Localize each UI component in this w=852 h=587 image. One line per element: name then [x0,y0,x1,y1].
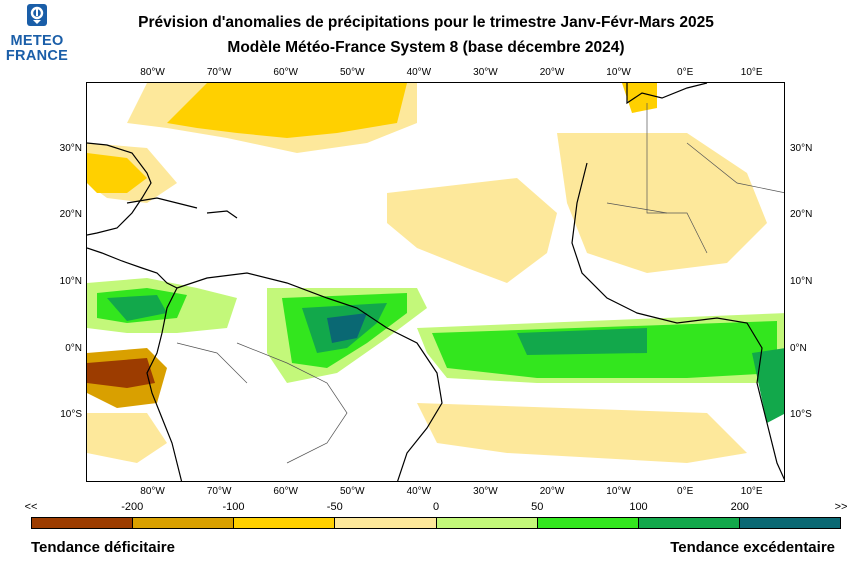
legend-color-swatch [537,518,639,528]
anomaly-patches [87,83,784,463]
extreme-wet-patch-amazon [327,313,367,343]
longitude-label-bottom: 0°E [677,486,694,497]
legend-tick-label: -100 [222,501,245,513]
legend-color-swatch [436,518,538,528]
coastline-hispaniola [206,210,238,219]
border-brazil [236,342,348,464]
moderate-dry-patch-gulf [87,153,147,193]
longitude-label-top: 20°W [539,67,565,78]
legend-caption-deficit: Tendance déficitaire [31,539,175,556]
legend-tick-label: 100 [629,501,648,513]
legend-color-swatch [739,518,840,528]
latitude-label-right: 30°N [790,142,813,154]
longitude-label-bottom: 20°W [539,486,565,497]
longitude-label-bottom: 70°W [206,486,232,497]
legend-tick-label: >> [834,501,848,513]
legend-tick-label: 50 [531,501,544,513]
latitude-label-right: 20°N [790,209,813,221]
longitude-label-bottom: 30°W [473,486,498,497]
meteo-france-logo: METEO FRANCE [4,2,70,64]
anomaly-map [86,82,785,482]
legend-color-swatch [32,518,134,528]
latitude-label-right: 10°S [790,409,812,421]
legend-colorbar [31,517,841,529]
map-subtitle: Modèle Météo-France System 8 (base décem… [227,39,625,56]
legend-tick-label: 0 [432,501,440,513]
coastline-central-america [87,247,178,289]
latitude-label-left: 10°S [60,409,82,421]
legend-caption-excess: Tendance excédentaire [670,539,835,556]
logo-mark-icon [27,4,47,26]
very-wet-patch-gulf-guinea [752,348,784,423]
longitude-label-top: 10°E [740,67,763,78]
extreme-dry-patch-ecuador [87,358,155,388]
moderate-dry-patch-north-africa [622,83,657,113]
longitude-label-top: 80°W [140,67,165,78]
latitude-label-left: 10°N [59,276,82,287]
latitude-label-left: 20°N [59,209,82,221]
longitude-label-top: 70°W [206,67,232,78]
longitude-label-bottom: 80°W [140,486,165,497]
coastline-south-america-west [146,287,183,481]
longitude-label-top: 50°W [340,67,365,78]
longitude-label-bottom: 40°W [406,486,432,497]
longitude-label-top: 0°E [677,67,694,78]
latitude-label-right: 10°N [790,276,813,287]
coastlines [87,83,784,481]
legend-color-swatch [638,518,740,528]
logo-text-france: FRANCE [5,48,69,64]
longitude-label-bottom: 10°W [606,486,631,497]
dry-patch-sahel [557,133,767,273]
very-wet-patch-panama [107,295,167,321]
coastline-north-africa [626,83,708,105]
logo-text-meteo: METEO [10,33,64,49]
legend-tick-label: -200 [121,501,144,513]
latitude-label-left: 0°N [65,342,82,354]
longitude-label-top: 10°W [606,67,631,78]
map-title: Prévision d'anomalies de précipitations … [138,14,714,31]
legend-color-swatch [335,518,437,528]
latitude-label-left: 30°N [59,142,82,154]
legend-tick-label: 200 [730,501,749,513]
moderate-dry-patch-north-atlantic [167,83,407,138]
legend-tick-label: << [24,501,38,513]
latitude-label-right: 0°N [790,342,807,354]
longitude-label-bottom: 50°W [340,486,365,497]
very-wet-patch-itcz [517,328,647,355]
legend-tick-label: -50 [326,501,343,513]
coastline-west-africa [571,162,784,481]
border-algeria [686,142,784,193]
longitude-label-bottom: 60°W [273,486,298,497]
longitude-label-top: 30°W [473,67,498,78]
legend-color-swatch [133,518,235,528]
coastline-cuba [126,197,198,209]
country-borders [176,103,784,464]
coastline-south-america-east [176,272,443,481]
coastline-north-america [87,142,152,236]
longitude-label-bottom: 10°E [740,486,763,497]
border-mauritania [606,202,668,214]
dry-patch-central-atlantic [387,178,557,283]
border-colombia [176,342,248,384]
legend-color-swatch [234,518,336,528]
anomaly-map-canvas [87,83,784,481]
longitude-label-top: 40°W [406,67,432,78]
dry-patch-south-pacific [87,413,167,463]
dry-patch-south-atlantic [417,403,747,463]
longitude-label-top: 60°W [273,67,298,78]
